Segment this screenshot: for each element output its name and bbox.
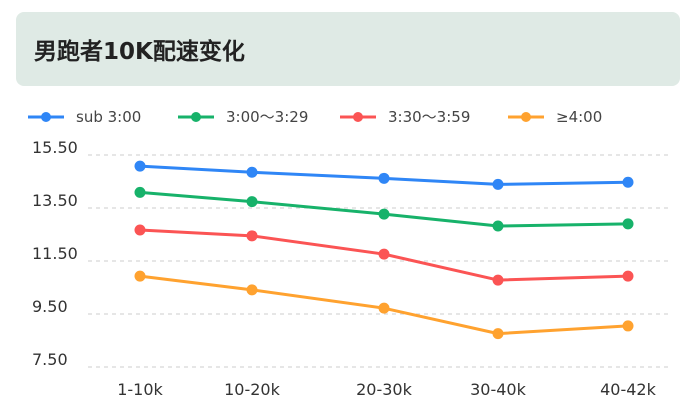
legend-marker	[521, 112, 531, 122]
x-tick-label: 30-40k	[470, 380, 526, 399]
data-point	[622, 176, 634, 188]
data-point	[134, 224, 146, 236]
data-point	[378, 172, 390, 184]
data-point	[378, 302, 390, 314]
data-point	[622, 320, 634, 332]
data-point	[492, 328, 504, 340]
legend-marker	[41, 112, 51, 122]
data-point	[378, 248, 390, 260]
legend-marker	[353, 112, 363, 122]
data-point	[378, 208, 390, 220]
y-tick-label: 13.50	[32, 191, 78, 210]
legend-label: ≥4:00	[556, 108, 602, 126]
data-point	[622, 270, 634, 282]
x-tick-label: 40-42k	[600, 380, 656, 399]
data-point	[492, 274, 504, 286]
y-tick-label: 15.50	[32, 138, 78, 157]
x-tick-label: 10-20k	[224, 380, 280, 399]
y-tick-label: 11.50	[32, 244, 78, 263]
data-point	[492, 220, 504, 232]
data-point	[134, 270, 146, 282]
y-tick-label: 9.50	[32, 297, 68, 316]
chart-title: 男跑者10K配速变化	[34, 39, 245, 65]
data-point	[246, 166, 258, 178]
title-card	[16, 12, 680, 86]
y-tick-label: 7.50	[32, 350, 68, 369]
x-tick-label: 20-30k	[356, 380, 412, 399]
data-point	[246, 196, 258, 208]
legend-label: 3:30～3:59	[388, 108, 470, 126]
legend-label: 3:00～3:29	[226, 108, 308, 126]
legend-marker	[191, 112, 201, 122]
x-tick-label: 1-10k	[117, 380, 163, 399]
data-point	[134, 160, 146, 172]
data-point	[492, 178, 504, 190]
legend-label: sub 3:00	[76, 108, 141, 126]
data-point	[622, 218, 634, 230]
data-point	[134, 186, 146, 198]
data-point	[246, 230, 258, 242]
data-point	[246, 284, 258, 296]
